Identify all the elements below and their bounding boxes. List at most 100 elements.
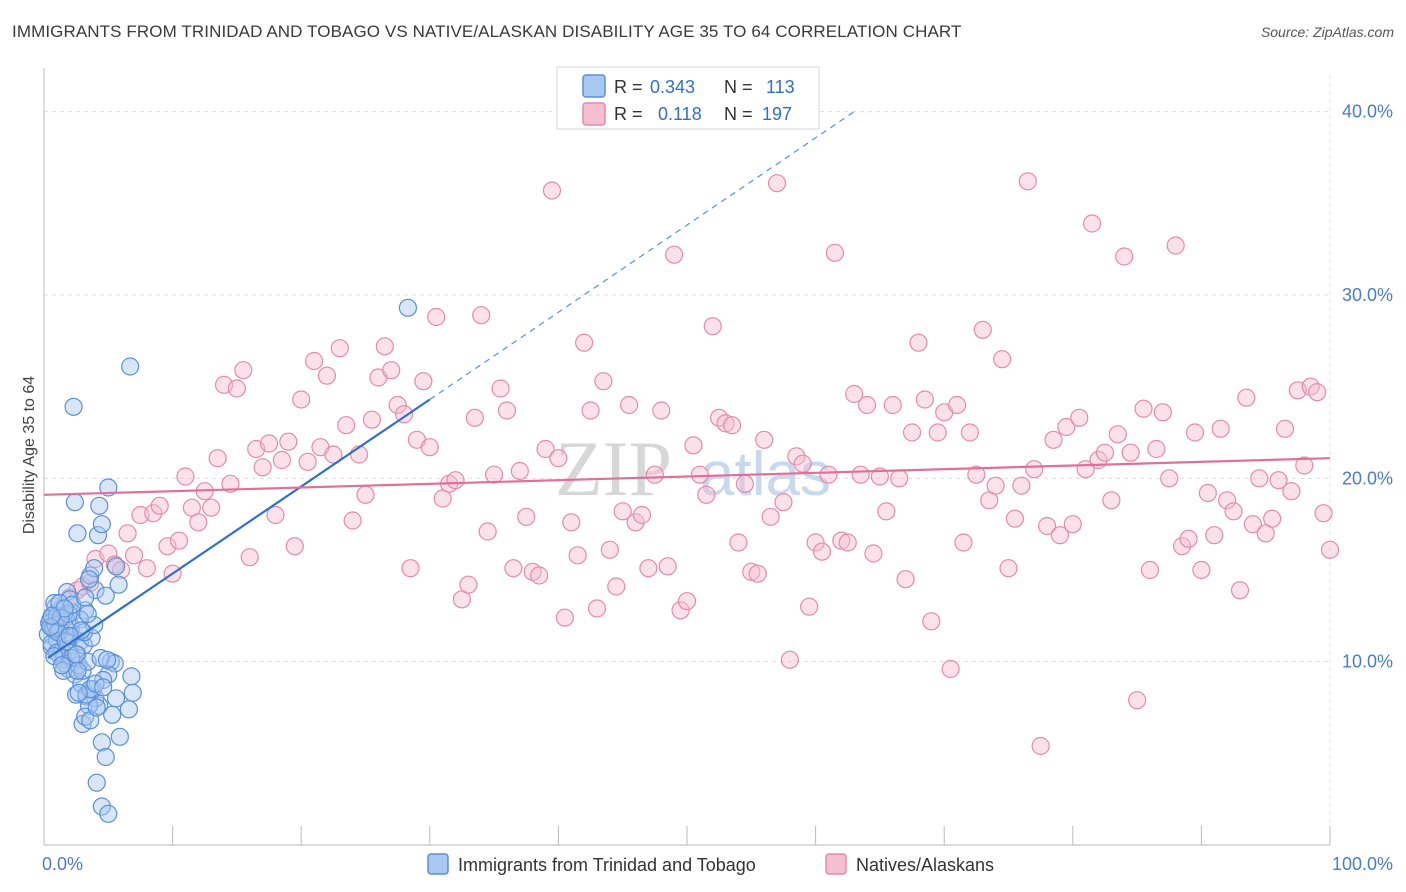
immigrants-point-66 bbox=[103, 705, 122, 724]
natives-point-146 bbox=[999, 559, 1018, 578]
immigrants-point-40 bbox=[65, 493, 84, 512]
natives-point-28 bbox=[240, 548, 259, 567]
natives-point-165 bbox=[1121, 443, 1140, 462]
immigrants-trend-extension bbox=[429, 111, 855, 400]
natives-point-159 bbox=[1082, 214, 1102, 233]
natives-point-194 bbox=[1308, 383, 1327, 402]
natives-point-120 bbox=[832, 531, 851, 550]
natives-point-139 bbox=[954, 533, 973, 552]
natives-point-64 bbox=[472, 306, 491, 325]
natives-point-121 bbox=[838, 533, 857, 552]
natives-point-162 bbox=[1102, 491, 1121, 510]
watermark-zip: ZIP bbox=[555, 425, 672, 512]
trend-lines bbox=[43, 111, 1331, 659]
natives-point-118 bbox=[819, 465, 838, 484]
natives-point-169 bbox=[1147, 439, 1166, 459]
natives-point-108 bbox=[755, 430, 774, 449]
natives-point-172 bbox=[1166, 236, 1185, 255]
natives-point-177 bbox=[1198, 483, 1217, 503]
immigrants-point-46 bbox=[88, 526, 108, 545]
immigrants-point-47 bbox=[90, 496, 109, 515]
natives-point-122 bbox=[845, 384, 864, 404]
legend-swatch-blue bbox=[582, 74, 606, 98]
immigrants-point-85 bbox=[91, 648, 110, 668]
natives-point-164 bbox=[1115, 247, 1134, 266]
series-swatch-blue bbox=[427, 853, 449, 875]
immigrants-point-99 bbox=[97, 650, 117, 669]
natives-point-174 bbox=[1179, 529, 1198, 548]
natives-point-36 bbox=[292, 390, 311, 409]
natives-point-75 bbox=[542, 181, 562, 200]
natives-point-85 bbox=[607, 577, 626, 596]
x-tick-label-0: 0.0% bbox=[42, 854, 83, 874]
natives-point-138 bbox=[947, 395, 967, 415]
natives-point-116 bbox=[806, 533, 825, 552]
natives-point-15 bbox=[158, 537, 177, 556]
natives-point-141 bbox=[967, 465, 986, 484]
natives-point-25 bbox=[221, 474, 240, 493]
natives-point-180 bbox=[1218, 491, 1237, 510]
natives-point-31 bbox=[259, 434, 279, 453]
natives-point-66 bbox=[485, 465, 504, 484]
natives-point-35 bbox=[285, 537, 304, 556]
natives-point-114 bbox=[793, 454, 812, 473]
natives-point-103 bbox=[722, 416, 742, 435]
natives-point-115 bbox=[800, 597, 819, 616]
natives-point-69 bbox=[504, 559, 523, 578]
natives-point-125 bbox=[864, 544, 883, 563]
legend-r-value-1: 0.343 bbox=[650, 77, 695, 97]
legend-n-value-2: 197 bbox=[762, 104, 792, 124]
immigrants-point-100 bbox=[79, 570, 99, 589]
natives-point-56 bbox=[420, 438, 439, 457]
natives-point-151 bbox=[1031, 736, 1050, 756]
natives-point-105 bbox=[735, 474, 754, 493]
chart-title: IMMIGRANTS FROM TRINIDAD AND TOBAGO VS N… bbox=[12, 22, 962, 41]
y-tick-label-2: 30.0% bbox=[1342, 285, 1393, 305]
natives-point-52 bbox=[394, 405, 414, 424]
natives-point-155 bbox=[1057, 417, 1076, 437]
natives-point-95 bbox=[671, 601, 690, 620]
immigrants-point-72 bbox=[119, 700, 138, 719]
natives-point-60 bbox=[446, 471, 465, 490]
natives-point-112 bbox=[780, 650, 799, 669]
series-swatch-pink bbox=[825, 853, 847, 875]
natives-point-166 bbox=[1127, 691, 1147, 710]
natives-point-43 bbox=[337, 416, 356, 435]
natives-point-92 bbox=[652, 401, 671, 420]
natives-point-192 bbox=[1295, 456, 1314, 475]
natives-trend-line bbox=[43, 457, 1331, 496]
natives-point-79 bbox=[568, 546, 587, 565]
natives-point-77 bbox=[555, 608, 574, 627]
natives-point-181 bbox=[1224, 502, 1243, 521]
natives-point-33 bbox=[272, 450, 292, 470]
natives-point-182 bbox=[1230, 581, 1250, 600]
immigrants-point-69 bbox=[87, 773, 106, 792]
immigrants-point-103 bbox=[398, 298, 418, 317]
immigrants-point-48 bbox=[92, 515, 111, 534]
natives-point-84 bbox=[600, 540, 619, 559]
natives-point-90 bbox=[639, 559, 658, 578]
y-tick-label-1: 20.0% bbox=[1342, 468, 1393, 488]
natives-point-133 bbox=[915, 390, 935, 409]
natives-point-55 bbox=[414, 372, 433, 391]
natives-point-100 bbox=[703, 317, 722, 336]
natives-point-110 bbox=[767, 174, 787, 193]
natives-point-49 bbox=[375, 337, 394, 356]
natives-point-129 bbox=[890, 469, 909, 488]
natives-point-57 bbox=[427, 307, 446, 327]
immigrants-point-110 bbox=[94, 678, 113, 697]
immigrants-point-102 bbox=[106, 557, 126, 576]
natives-point-67 bbox=[491, 379, 510, 398]
natives-point-98 bbox=[690, 465, 709, 484]
natives-points bbox=[54, 172, 1340, 756]
natives-point-175 bbox=[1185, 423, 1205, 442]
immigrants-point-112 bbox=[68, 661, 87, 680]
natives-point-107 bbox=[748, 564, 767, 583]
y-tick-label-0: 10.0% bbox=[1342, 652, 1393, 672]
natives-point-9 bbox=[118, 524, 137, 543]
natives-point-128 bbox=[883, 395, 902, 415]
natives-point-13 bbox=[144, 504, 163, 523]
natives-point-42 bbox=[330, 339, 349, 358]
immigrants-point-107 bbox=[52, 656, 72, 675]
natives-point-124 bbox=[857, 395, 877, 415]
